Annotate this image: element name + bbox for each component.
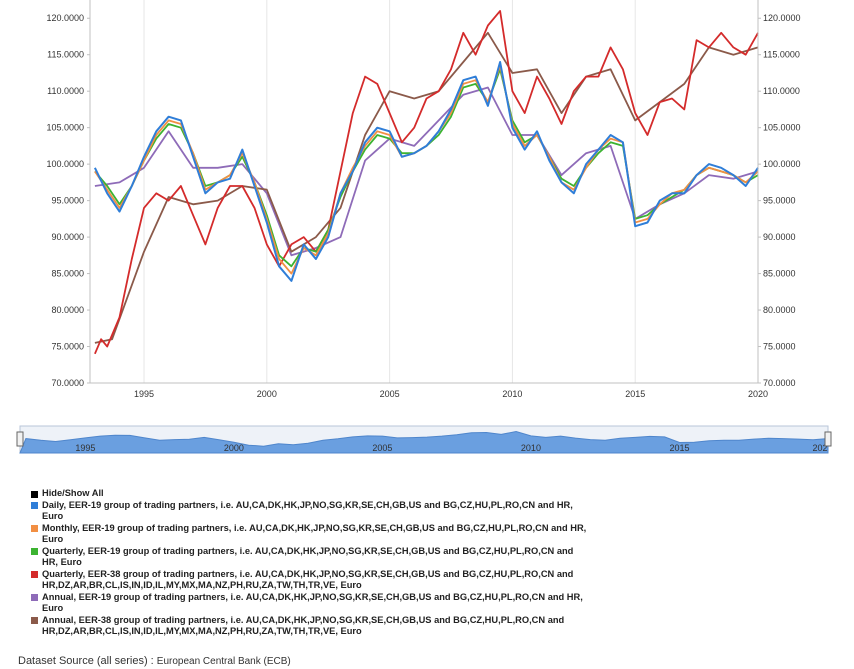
navigator-area: [19, 430, 829, 454]
legend-swatch: [31, 548, 38, 555]
y-tick-label-right: 85.0000: [763, 269, 796, 279]
legend: Hide/Show All Daily, EER-19 group of tra…: [31, 488, 591, 638]
source-value: European Central Bank (ECB): [156, 656, 291, 667]
legend-item[interactable]: Quarterly, EER-19 group of trading partn…: [31, 546, 591, 568]
legend-items: Daily, EER-19 group of trading partners,…: [31, 500, 591, 637]
series-line-4: [94, 86, 759, 257]
x-tick-label: 2015: [625, 389, 645, 399]
legend-toggle-all[interactable]: Hide/Show All: [31, 488, 591, 498]
y-tick-label-right: 90.0000: [763, 232, 796, 242]
legend-label: Annual, EER-38 group of trading partners…: [42, 615, 565, 636]
y-tick-label-left: 120.0000: [46, 13, 84, 23]
toggle-swatch: [31, 490, 38, 498]
y-tick-label-right: 95.0000: [763, 196, 796, 206]
y-tick-label-left: 85.0000: [51, 269, 84, 279]
y-tick-label-right: 115.0000: [763, 50, 800, 60]
x-tick-label: 2020: [748, 389, 768, 399]
legend-item[interactable]: Annual, EER-19 group of trading partners…: [31, 592, 591, 614]
legend-item[interactable]: Quarterly, EER-38 group of trading partn…: [31, 569, 591, 591]
y-tick-label-left: 95.0000: [51, 196, 84, 206]
x-tick-label: 2005: [380, 389, 400, 399]
legend-label: Annual, EER-19 group of trading partners…: [42, 592, 583, 613]
y-tick-label-right: 110.0000: [763, 86, 800, 96]
x-tick-label: 2000: [257, 389, 277, 399]
legend-label: Monthly, EER-19 group of trading partner…: [42, 523, 587, 544]
navigator-label: 2000: [224, 443, 244, 453]
y-tick-label-right: 120.0000: [763, 13, 801, 23]
legend-swatch: [31, 571, 38, 578]
y-tick-label-right: 80.0000: [763, 305, 796, 315]
series-line-0: [93, 61, 759, 282]
navigator-label: 2010: [521, 443, 541, 453]
y-tick-label-right: 100.0000: [763, 159, 801, 169]
legend-item[interactable]: Annual, EER-38 group of trading partners…: [31, 615, 591, 637]
legend-label: Quarterly, EER-19 group of trading partn…: [42, 546, 574, 567]
y-tick-label-right: 70.0000: [763, 378, 796, 388]
x-tick-label: 2010: [502, 389, 522, 399]
legend-item[interactable]: Daily, EER-19 group of trading partners,…: [31, 500, 591, 522]
source-label: Dataset Source (all series) :: [18, 655, 154, 667]
y-tick-label-left: 90.0000: [51, 232, 84, 242]
series-line-3: [94, 9, 759, 355]
x-tick-label: 1995: [134, 389, 154, 399]
navigator-label: 202: [812, 443, 827, 453]
navigator-label: 2005: [372, 443, 392, 453]
series-line-5: [94, 31, 759, 344]
y-tick-label-right: 75.0000: [763, 342, 796, 352]
y-tick-label-left: 110.0000: [47, 86, 84, 96]
y-tick-label-left: 75.0000: [51, 342, 84, 352]
legend-swatch: [31, 617, 38, 624]
navigator-group: 1995 2000 2005 2010 2015 202: [16, 425, 832, 454]
y-tick-label-left: 70.0000: [51, 378, 84, 388]
y-tick-label-left: 105.0000: [46, 123, 84, 133]
y-tick-label-left: 115.0000: [47, 50, 84, 60]
legend-toggle-label: Hide/Show All: [42, 488, 104, 498]
navigator-handle-left: [16, 431, 24, 447]
legend-swatch: [31, 594, 38, 601]
y-tick-label-left: 80.0000: [51, 305, 84, 315]
legend-item[interactable]: Monthly, EER-19 group of trading partner…: [31, 523, 591, 545]
series-line-1: [94, 64, 759, 275]
dataset-source: Dataset Source (all series) : European C…: [18, 655, 291, 667]
navigator-label: 2015: [669, 443, 689, 453]
legend-swatch: [31, 525, 38, 532]
navigator[interactable]: 1995 2000 2005 2010 2015 202: [0, 420, 854, 460]
series-lines: [93, 9, 759, 355]
navigator-handle-right: [824, 431, 832, 447]
gridlines: [143, 0, 759, 383]
y-tick-label-right: 105.0000: [763, 123, 801, 133]
y-tick-label-left: 100.0000: [46, 159, 84, 169]
legend-swatch: [31, 502, 38, 509]
navigator-label: 1995: [75, 443, 95, 453]
legend-label: Daily, EER-19 group of trading partners,…: [42, 500, 573, 521]
legend-label: Quarterly, EER-38 group of trading partn…: [42, 569, 574, 590]
